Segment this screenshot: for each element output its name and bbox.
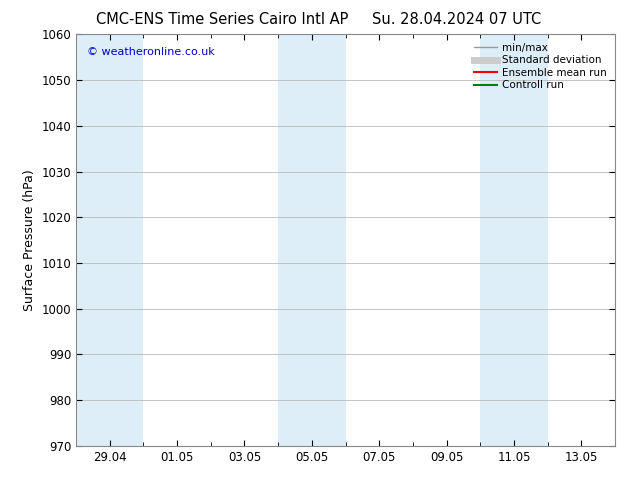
Text: © weatheronline.co.uk: © weatheronline.co.uk (87, 47, 214, 57)
Text: CMC-ENS Time Series Cairo Intl AP: CMC-ENS Time Series Cairo Intl AP (96, 12, 348, 27)
Y-axis label: Surface Pressure (hPa): Surface Pressure (hPa) (23, 169, 36, 311)
Bar (278, 34, 346, 446)
Bar (481, 34, 548, 446)
Bar (76, 34, 143, 446)
Legend: min/max, Standard deviation, Ensemble mean run, Controll run: min/max, Standard deviation, Ensemble me… (470, 40, 610, 94)
Text: Su. 28.04.2024 07 UTC: Su. 28.04.2024 07 UTC (372, 12, 541, 27)
